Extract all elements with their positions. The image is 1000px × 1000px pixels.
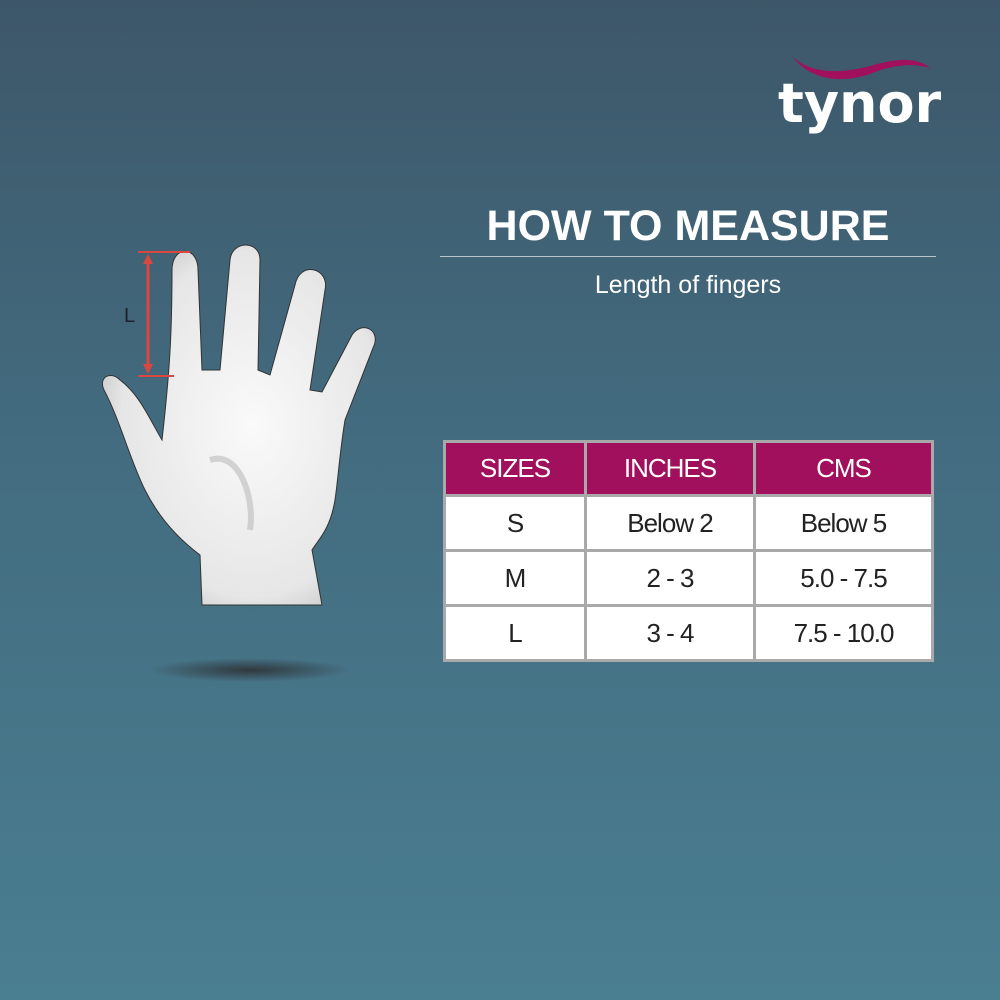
header-sizes: SIZES — [443, 440, 587, 497]
cell-inches: 2 - 3 — [584, 549, 756, 607]
cell-size: M — [443, 549, 587, 607]
cell-size: L — [443, 604, 587, 662]
logo-text: tynor — [778, 72, 942, 135]
header-inches: INCHES — [584, 440, 756, 497]
table-row: M 2 - 3 5.0 - 7.5 — [443, 549, 934, 607]
cell-size: S — [443, 494, 587, 552]
measure-label: L — [124, 305, 135, 327]
cell-inches: Below 2 — [584, 494, 756, 552]
header-cms: CMS — [753, 440, 934, 497]
logo-swoosh-icon — [792, 56, 930, 80]
size-table: SIZES INCHES CMS S Below 2 Below 5 M 2 -… — [443, 440, 934, 662]
table-row: L 3 - 4 7.5 - 10.0 — [443, 604, 934, 662]
table-row: S Below 2 Below 5 — [443, 494, 934, 552]
cell-inches: 3 - 4 — [584, 604, 756, 662]
hand-illustration-icon: L — [102, 244, 376, 682]
title-divider — [440, 256, 936, 257]
tynor-logo: tynor — [770, 44, 950, 144]
page-subtitle: Length of fingers — [594, 271, 782, 299]
cell-cms: 5.0 - 7.5 — [753, 549, 934, 607]
page-title: HOW TO MEASURE — [486, 202, 890, 250]
cell-cms: Below 5 — [753, 494, 934, 552]
cell-cms: 7.5 - 10.0 — [753, 604, 934, 662]
table-header-row: SIZES INCHES CMS — [443, 440, 934, 497]
